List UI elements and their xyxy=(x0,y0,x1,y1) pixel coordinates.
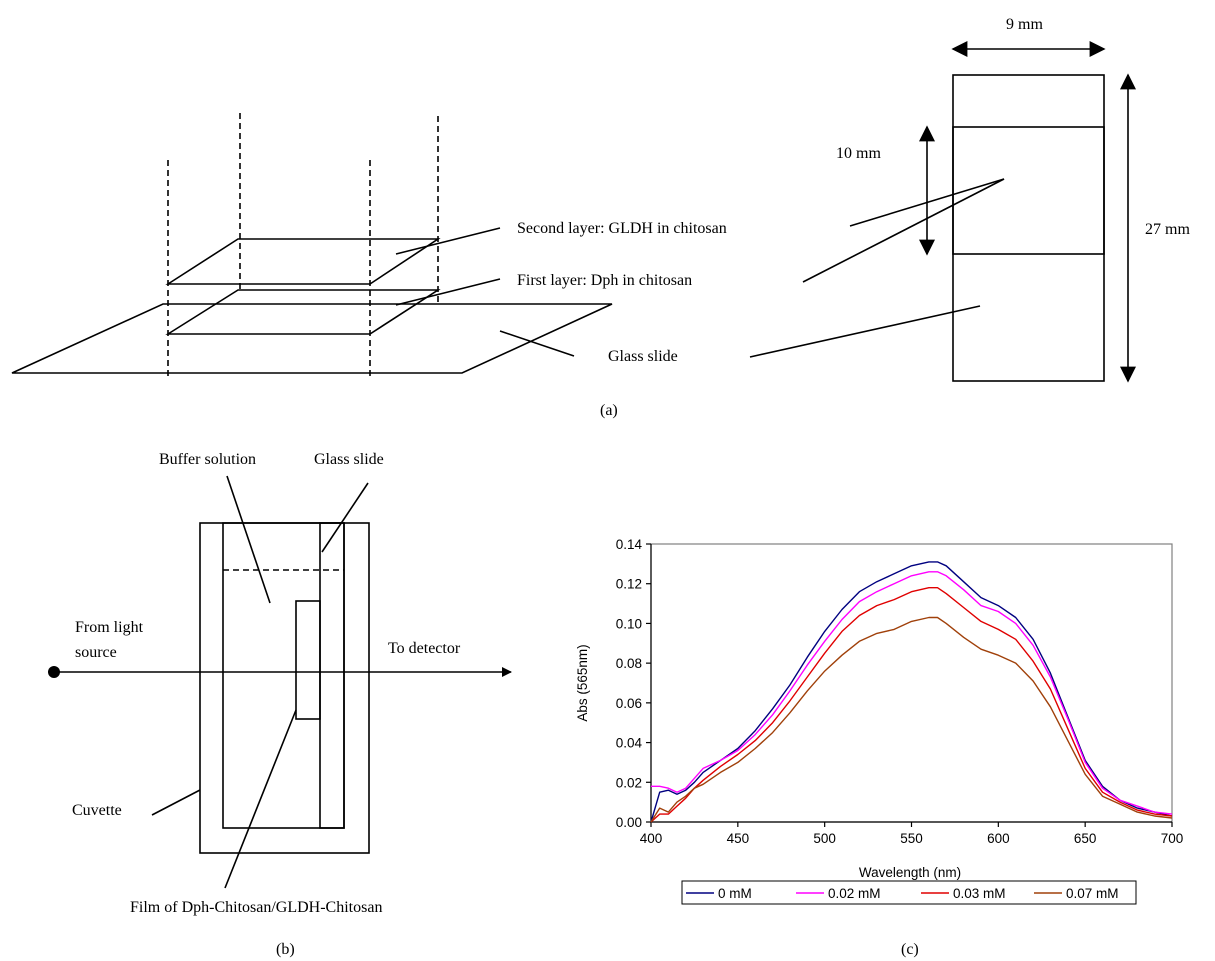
leader-second-layer xyxy=(395,227,501,255)
leader-cuvette xyxy=(151,789,201,816)
label-first-layer: First layer: Dph in chitosan xyxy=(517,272,692,289)
x-axis-label: Wavelength (nm) xyxy=(859,865,961,880)
y-tick-label: 0.06 xyxy=(616,696,642,711)
label-second-layer: Second layer: GLDH in chitosan xyxy=(517,220,727,237)
caption-a: (a) xyxy=(600,402,618,419)
y-tick-label: 0.04 xyxy=(616,736,643,751)
y-ticks: 0.00 0.02 0.04 0.06 0.08 0.10 0.12 0.14 xyxy=(616,537,651,830)
label-cuvette: Cuvette xyxy=(72,802,122,819)
x-tick-label: 650 xyxy=(1074,831,1097,846)
label-film: Film of Dph-Chitosan/GLDH-Chitosan xyxy=(130,899,382,916)
label-glass-slide-b: Glass slide xyxy=(314,451,384,468)
panel-c-chart: 0.00 0.02 0.04 0.06 0.08 0.10 0.12 0.14 400 450 5… xyxy=(575,537,1184,905)
leader-glass-slide-left xyxy=(499,330,575,357)
x-tick-label: 550 xyxy=(900,831,923,846)
legend-box xyxy=(681,880,1137,905)
x-tick-label: 450 xyxy=(727,831,750,846)
leader-glass-slide-b xyxy=(321,482,369,553)
series-lines xyxy=(650,561,1173,823)
x-tick-label: 600 xyxy=(987,831,1010,846)
y-tick-label: 0.10 xyxy=(616,616,642,631)
x-tick-label: 400 xyxy=(640,831,663,846)
panel-a-top-view: 9 mm 10 mm 27 mm xyxy=(749,16,1190,383)
series-line-2 xyxy=(651,571,1173,815)
panel-a-perspective: Second layer: GLDH in chitosan First lay… xyxy=(11,113,727,376)
label-buffer: Buffer solution xyxy=(159,451,256,468)
leader-glass-slide-right xyxy=(749,305,981,358)
leader-film-first xyxy=(802,178,1005,283)
legend-label-2: 0.02 mM xyxy=(828,886,881,901)
label-light-line2: source xyxy=(75,644,117,661)
caption-c: (c) xyxy=(901,941,919,958)
cuvette-inner xyxy=(222,522,345,829)
leader-film xyxy=(224,709,297,889)
series-line-3 xyxy=(650,587,1173,823)
second-layer-film xyxy=(165,238,441,285)
y-tick-label: 0.00 xyxy=(616,815,642,830)
x-ticks: 400 450 500 550 600 650 700 xyxy=(640,822,1184,846)
label-glass-slide: Glass slide xyxy=(608,348,678,365)
label-light-line1: From light xyxy=(75,619,144,636)
legend-label-1: 0 mM xyxy=(718,886,752,901)
glass-slide-perspective xyxy=(11,303,613,374)
legend-items: 0 mM 0.02 mM 0.03 mM 0.07 mM xyxy=(686,886,1119,901)
plot-area xyxy=(650,543,1173,823)
series-line-1 xyxy=(650,561,1173,823)
legend-label-3: 0.03 mM xyxy=(953,886,1006,901)
y-axis-label: Abs (565nm) xyxy=(575,644,590,721)
dim-label-length: 27 mm xyxy=(1145,221,1190,238)
caption-b: (b) xyxy=(276,941,295,958)
x-tick-label: 500 xyxy=(813,831,836,846)
y-tick-label: 0.14 xyxy=(616,537,643,552)
y-tick-label: 0.12 xyxy=(616,577,642,592)
dim-label-width: 9 mm xyxy=(1006,16,1043,33)
y-tick-label: 0.08 xyxy=(616,656,642,671)
leader-first-layer xyxy=(395,278,501,306)
first-layer-film xyxy=(165,289,441,335)
glass-slide-top-view xyxy=(952,74,1105,382)
film-area-top-view xyxy=(952,126,1105,255)
y-tick-label: 0.02 xyxy=(616,775,642,790)
label-detector: To detector xyxy=(388,640,461,657)
dim-label-film: 10 mm xyxy=(836,145,881,162)
legend-label-4: 0.07 mM xyxy=(1066,886,1119,901)
leader-buffer xyxy=(226,475,271,604)
series-line-4 xyxy=(650,616,1173,823)
panel-b-cuvette-setup: Buffer solution Glass slide From light s… xyxy=(48,451,512,916)
film-side xyxy=(295,600,321,720)
x-tick-label: 700 xyxy=(1161,831,1184,846)
glass-slide-side xyxy=(319,522,345,829)
